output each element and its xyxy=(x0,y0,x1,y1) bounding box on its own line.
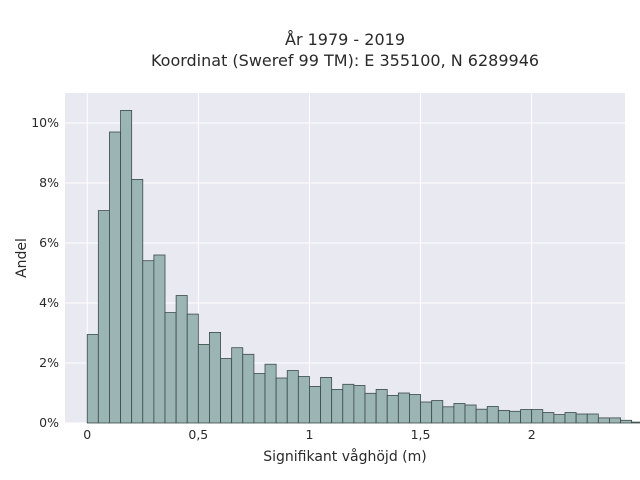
histogram-bar xyxy=(409,394,421,424)
y-tick-label: 10% xyxy=(31,115,59,130)
histogram-bar xyxy=(564,412,577,424)
histogram-bar xyxy=(320,376,333,424)
histogram-bar xyxy=(242,353,255,424)
histogram-bar xyxy=(109,131,121,424)
y-tick-label: 6% xyxy=(39,235,59,250)
histogram-bar xyxy=(609,417,621,424)
histogram-bar xyxy=(197,343,210,424)
histogram-bar xyxy=(164,312,177,424)
histogram-bar xyxy=(542,412,555,424)
histogram-bar xyxy=(453,403,466,424)
x-axis-ticks: 0 0,5 1 1,5 2 xyxy=(83,427,535,442)
y-axis-label: Andel xyxy=(14,238,30,278)
histogram-bar xyxy=(553,414,566,424)
histogram-bars xyxy=(86,110,640,424)
x-tick-label: 1,5 xyxy=(411,427,431,442)
chart-title-line1: År 1979 - 2019 xyxy=(285,30,405,49)
histogram-bar xyxy=(364,392,377,424)
histogram-bar xyxy=(520,409,533,424)
histogram-bar xyxy=(486,406,499,424)
histogram-bar xyxy=(153,254,166,424)
histogram-bar xyxy=(509,410,521,424)
histogram-bar xyxy=(442,406,455,424)
histogram-bar xyxy=(231,347,244,424)
histogram-bar xyxy=(331,388,344,424)
histogram-bar xyxy=(586,413,599,424)
histogram-bar xyxy=(142,260,155,424)
histogram-bar xyxy=(120,110,133,424)
y-tick-label: 0% xyxy=(39,415,59,430)
y-tick-label: 8% xyxy=(39,175,59,190)
histogram-bar xyxy=(86,334,99,424)
x-tick-label: 0 xyxy=(83,427,91,442)
x-tick-label: 1 xyxy=(305,427,313,442)
y-tick-label: 4% xyxy=(39,295,59,310)
histogram-bar xyxy=(420,401,433,424)
histogram-bar xyxy=(375,388,388,424)
x-tick-label: 2 xyxy=(528,427,536,442)
chart-title-line2: Koordinat (Sweref 99 TM): E 355100, N 62… xyxy=(151,51,539,70)
y-tick-label: 2% xyxy=(39,355,59,370)
histogram-bar xyxy=(475,408,488,424)
histogram-bar xyxy=(597,417,610,424)
histogram-bar xyxy=(531,409,544,424)
histogram-bar xyxy=(431,400,444,424)
histogram-bar xyxy=(275,377,288,424)
x-axis-label: Signifikant våghöjd (m) xyxy=(263,448,426,465)
histogram-bar xyxy=(209,331,221,424)
histogram-bar xyxy=(575,413,588,424)
histogram-bar xyxy=(353,385,366,424)
histogram-bar xyxy=(620,419,633,424)
x-tick-label: 0,5 xyxy=(188,427,208,442)
histogram-bar xyxy=(342,383,355,424)
y-axis-ticks: 0% 2% 4% 6% 8% 10% xyxy=(31,115,59,430)
histogram-bar xyxy=(97,210,110,424)
histogram-bar xyxy=(175,295,188,424)
histogram-bar xyxy=(309,385,321,424)
histogram-bar xyxy=(131,178,144,424)
histogram-bar xyxy=(264,363,277,424)
histogram-bar xyxy=(286,370,299,424)
histogram-bar xyxy=(253,373,266,424)
histogram-bar xyxy=(631,421,640,424)
histogram-bar xyxy=(386,394,399,424)
histogram-bar xyxy=(464,404,477,424)
histogram-bar xyxy=(186,313,199,424)
histogram-bar xyxy=(497,409,510,424)
histogram-bar xyxy=(297,376,310,424)
histogram-bar xyxy=(220,358,233,424)
histogram-bar xyxy=(397,392,410,424)
